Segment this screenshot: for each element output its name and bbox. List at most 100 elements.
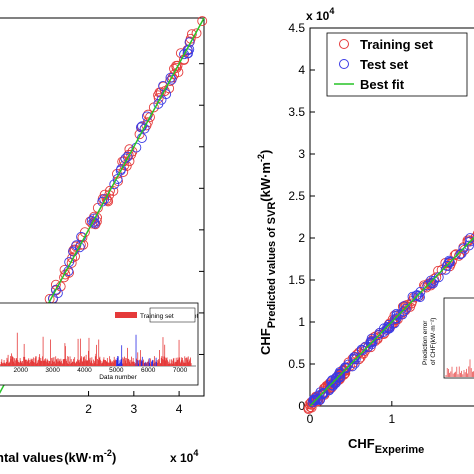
left-data-point xyxy=(115,165,126,176)
right-data-point xyxy=(455,249,466,260)
right-y-axis-label: CHFPredicted values of SVR(kW·m-2) xyxy=(256,150,278,355)
left-inset-x-tick-label: 2000 xyxy=(13,367,28,374)
left-data-point xyxy=(164,83,175,94)
right-data-point xyxy=(365,337,376,348)
right-data-point xyxy=(449,250,460,261)
right-data-point xyxy=(366,339,377,350)
right-data-point xyxy=(444,257,455,268)
right-data-point xyxy=(357,345,368,356)
left-data-point xyxy=(143,109,153,120)
left-tick-marks xyxy=(88,63,204,396)
right-inset: Prediction error of CHF(kW·m⁻²) xyxy=(422,297,474,379)
legend-bestfit-label: Best fit xyxy=(360,77,405,92)
right-y-tick-label: 2 xyxy=(298,231,305,245)
right-data-point xyxy=(454,250,464,261)
left-data-point xyxy=(109,179,120,190)
right-inset-ylabel-line2: of CHF(kW·m⁻²) xyxy=(430,318,437,365)
right-data-point xyxy=(303,403,314,414)
legend-test-marker xyxy=(339,59,349,69)
left-x-tick-label: 4 xyxy=(176,402,183,416)
right-y-tick-label: 0 xyxy=(298,399,305,413)
left-data-point xyxy=(179,49,190,60)
right-data-point xyxy=(411,290,422,301)
left-data-point xyxy=(166,74,177,85)
left-data-point xyxy=(171,62,182,73)
left-inset-legend xyxy=(149,307,196,323)
right-y-tick-label: 3.5 xyxy=(288,105,305,119)
left-inset-x-tick-label: 6000 xyxy=(141,367,156,374)
right-data-point xyxy=(400,303,411,314)
left-data-point xyxy=(136,133,147,144)
right-data-point xyxy=(406,298,417,309)
right-data-point xyxy=(334,368,344,379)
left-data-point xyxy=(183,48,193,59)
right-legend: Training set Test set Best fit xyxy=(326,32,468,97)
left-data-point xyxy=(122,151,133,162)
right-data-point xyxy=(458,243,469,254)
right-data-point xyxy=(440,264,451,275)
right-data-point xyxy=(381,324,392,335)
right-y-exponent: x 104 xyxy=(306,6,334,23)
left-x-axis-label: ntal values(kW·m-2) xyxy=(0,448,116,465)
right-inset-ylabel-line1: Prediction error xyxy=(422,320,429,365)
left-x-tick-labels: 2 3 4 xyxy=(85,402,183,416)
right-x-axis-label: CHFExperime xyxy=(348,436,424,456)
left-inset-x-tick-label: 5000 xyxy=(109,367,124,374)
left-inset-x-tick-label: 7000 xyxy=(173,367,188,374)
left-data-point xyxy=(89,216,100,227)
left-data-point xyxy=(51,284,61,295)
right-y-tick-label: 4 xyxy=(298,63,305,77)
left-axes-frame xyxy=(0,17,205,397)
right-data-point xyxy=(317,388,328,399)
right-data-point xyxy=(456,248,467,259)
right-inset-frame xyxy=(443,297,474,379)
left-inset-xlabel: Data number xyxy=(99,374,137,381)
left-inset: Test set Training set 2000 3000 4000 5000 60… xyxy=(0,302,199,386)
left-data-point xyxy=(75,239,86,250)
left-inset-x-tick-labels: 2000 3000 4000 5000 6000 7000 xyxy=(13,367,187,374)
right-best-fit-line xyxy=(309,236,474,407)
right-data-point xyxy=(426,277,437,288)
left-data-point xyxy=(74,242,85,253)
left-panel: Test set Training set 2000 3000 4000 5000 60… xyxy=(0,16,208,465)
left-data-point xyxy=(89,213,100,224)
right-y-tick-label: 2.5 xyxy=(288,189,305,203)
left-data-point xyxy=(123,149,134,160)
left-data-point xyxy=(191,28,202,39)
right-data-point xyxy=(373,330,384,341)
right-x-tick-label: 0 xyxy=(307,412,314,426)
right-data-point xyxy=(366,336,377,347)
right-data-point xyxy=(341,363,352,374)
left-data-point xyxy=(70,251,80,262)
left-data-point xyxy=(112,174,123,184)
legend-test-label: Test set xyxy=(360,57,409,72)
right-data-point xyxy=(398,301,409,312)
right-y-tick-label: 0.5 xyxy=(288,357,305,371)
right-y-tick-label: 3 xyxy=(298,147,305,161)
right-axes-frame xyxy=(309,27,474,407)
right-data-point xyxy=(393,309,404,320)
right-data-point xyxy=(348,357,359,368)
right-y-tick-label: 1.5 xyxy=(288,273,305,287)
left-data-point xyxy=(141,111,152,122)
right-data-point xyxy=(340,362,350,373)
right-data-point xyxy=(385,321,396,332)
right-data-point xyxy=(409,292,419,303)
right-data-point xyxy=(384,319,394,330)
right-data-point xyxy=(326,376,336,387)
left-data-point xyxy=(186,29,197,40)
right-y-tick-label: 4.5 xyxy=(288,21,305,35)
left-inset-legend-label-training: Training set xyxy=(140,313,174,320)
left-data-point xyxy=(165,72,176,83)
right-data-point xyxy=(433,272,444,283)
left-data-point xyxy=(153,98,164,109)
legend-training-label: Training set xyxy=(360,37,434,52)
left-inset-x-tick-label: 3000 xyxy=(45,367,60,374)
left-data-point xyxy=(197,16,208,26)
left-data-point xyxy=(184,37,195,48)
right-legend-box xyxy=(326,32,468,97)
left-data-point xyxy=(60,269,71,280)
